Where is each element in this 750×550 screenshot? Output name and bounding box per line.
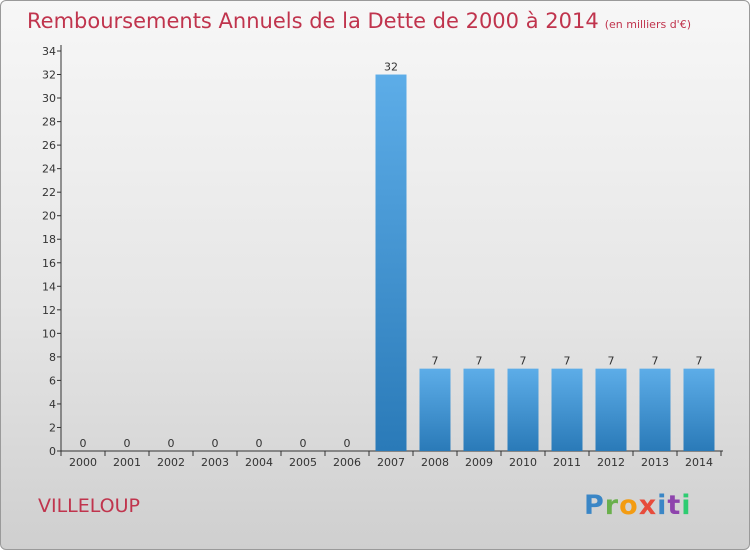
- logo-letter: P: [584, 490, 605, 521]
- y-tick-label: 24: [42, 163, 56, 176]
- bar: [419, 368, 451, 451]
- proxiti-logo: Proxiti: [584, 490, 692, 521]
- bar: [463, 368, 495, 451]
- y-tick-label: 0: [49, 445, 56, 458]
- data-label: 0: [212, 437, 219, 450]
- bars: 0 0 0 0 0 0 0 32 7 7 7 7 7 7 7: [80, 61, 715, 451]
- commune-name: VILLELOUP: [38, 495, 141, 517]
- chart-unit: (en milliers d'€): [604, 18, 691, 31]
- y-tick-label: 30: [42, 92, 56, 105]
- y-tick-label: 4: [49, 398, 56, 411]
- bar: [639, 368, 671, 451]
- data-label: 7: [432, 355, 439, 368]
- data-label: 7: [608, 355, 615, 368]
- x-tick-label: 2009: [465, 456, 493, 469]
- x-tick-label: 2001: [113, 456, 141, 469]
- y-tick-label: 28: [42, 116, 56, 129]
- x-tick-label: 2005: [289, 456, 317, 469]
- logo-letter: x: [638, 490, 658, 521]
- data-label: 0: [168, 437, 175, 450]
- logo-letter: r: [604, 490, 620, 521]
- x-tick-label: 2000: [69, 456, 97, 469]
- x-tick-label: 2014: [685, 456, 713, 469]
- data-label: 32: [384, 61, 398, 74]
- logo-letter: i: [657, 490, 668, 521]
- x-tick-label: 2011: [553, 456, 581, 469]
- x-tick-label: 2004: [245, 456, 273, 469]
- x-tick-label: 2010: [509, 456, 537, 469]
- x-tick-label: 2008: [421, 456, 449, 469]
- data-label: 7: [564, 355, 571, 368]
- y-tick-label: 20: [42, 210, 56, 223]
- x-tick-label: 2013: [641, 456, 669, 469]
- y-tick-label: 18: [42, 233, 56, 246]
- chart-title-text: Remboursements Annuels de la Dette de 20…: [27, 9, 599, 33]
- data-label: 7: [520, 355, 527, 368]
- data-label: 0: [300, 437, 307, 450]
- y-tick-label: 10: [42, 327, 56, 340]
- y-tick-label: 6: [49, 374, 56, 387]
- bar: [507, 368, 539, 451]
- x-tick-label: 2003: [201, 456, 229, 469]
- logo-letter: o: [619, 490, 639, 521]
- chart-title: Remboursements Annuels de la Dette de 20…: [27, 9, 691, 33]
- y-tick-label: 2: [49, 421, 56, 434]
- logo-letter: t: [667, 490, 682, 521]
- bar: [595, 368, 627, 451]
- y-tick-label: 32: [42, 69, 56, 82]
- bar: [683, 368, 715, 451]
- logo-letter: i: [681, 490, 692, 521]
- data-label: 0: [344, 437, 351, 450]
- bar: [551, 368, 583, 451]
- y-tick-label: 16: [42, 257, 56, 270]
- x-tick-label: 2012: [597, 456, 625, 469]
- bar: [375, 74, 407, 451]
- y-tick-label: 8: [49, 351, 56, 364]
- data-label: 0: [124, 437, 131, 450]
- y-tick-label: 14: [42, 280, 56, 293]
- y-tick-label: 26: [42, 139, 56, 152]
- x-tick-label: 2002: [157, 456, 185, 469]
- data-label: 7: [652, 355, 659, 368]
- data-label: 0: [256, 437, 263, 450]
- data-label: 0: [80, 437, 87, 450]
- data-label: 7: [696, 355, 703, 368]
- x-tick-label: 2006: [333, 456, 361, 469]
- y-tick-label: 34: [42, 45, 56, 58]
- x-tick-label: 2007: [377, 456, 405, 469]
- y-tick-label: 12: [42, 304, 56, 317]
- data-label: 7: [476, 355, 483, 368]
- y-tick-label: 22: [42, 186, 56, 199]
